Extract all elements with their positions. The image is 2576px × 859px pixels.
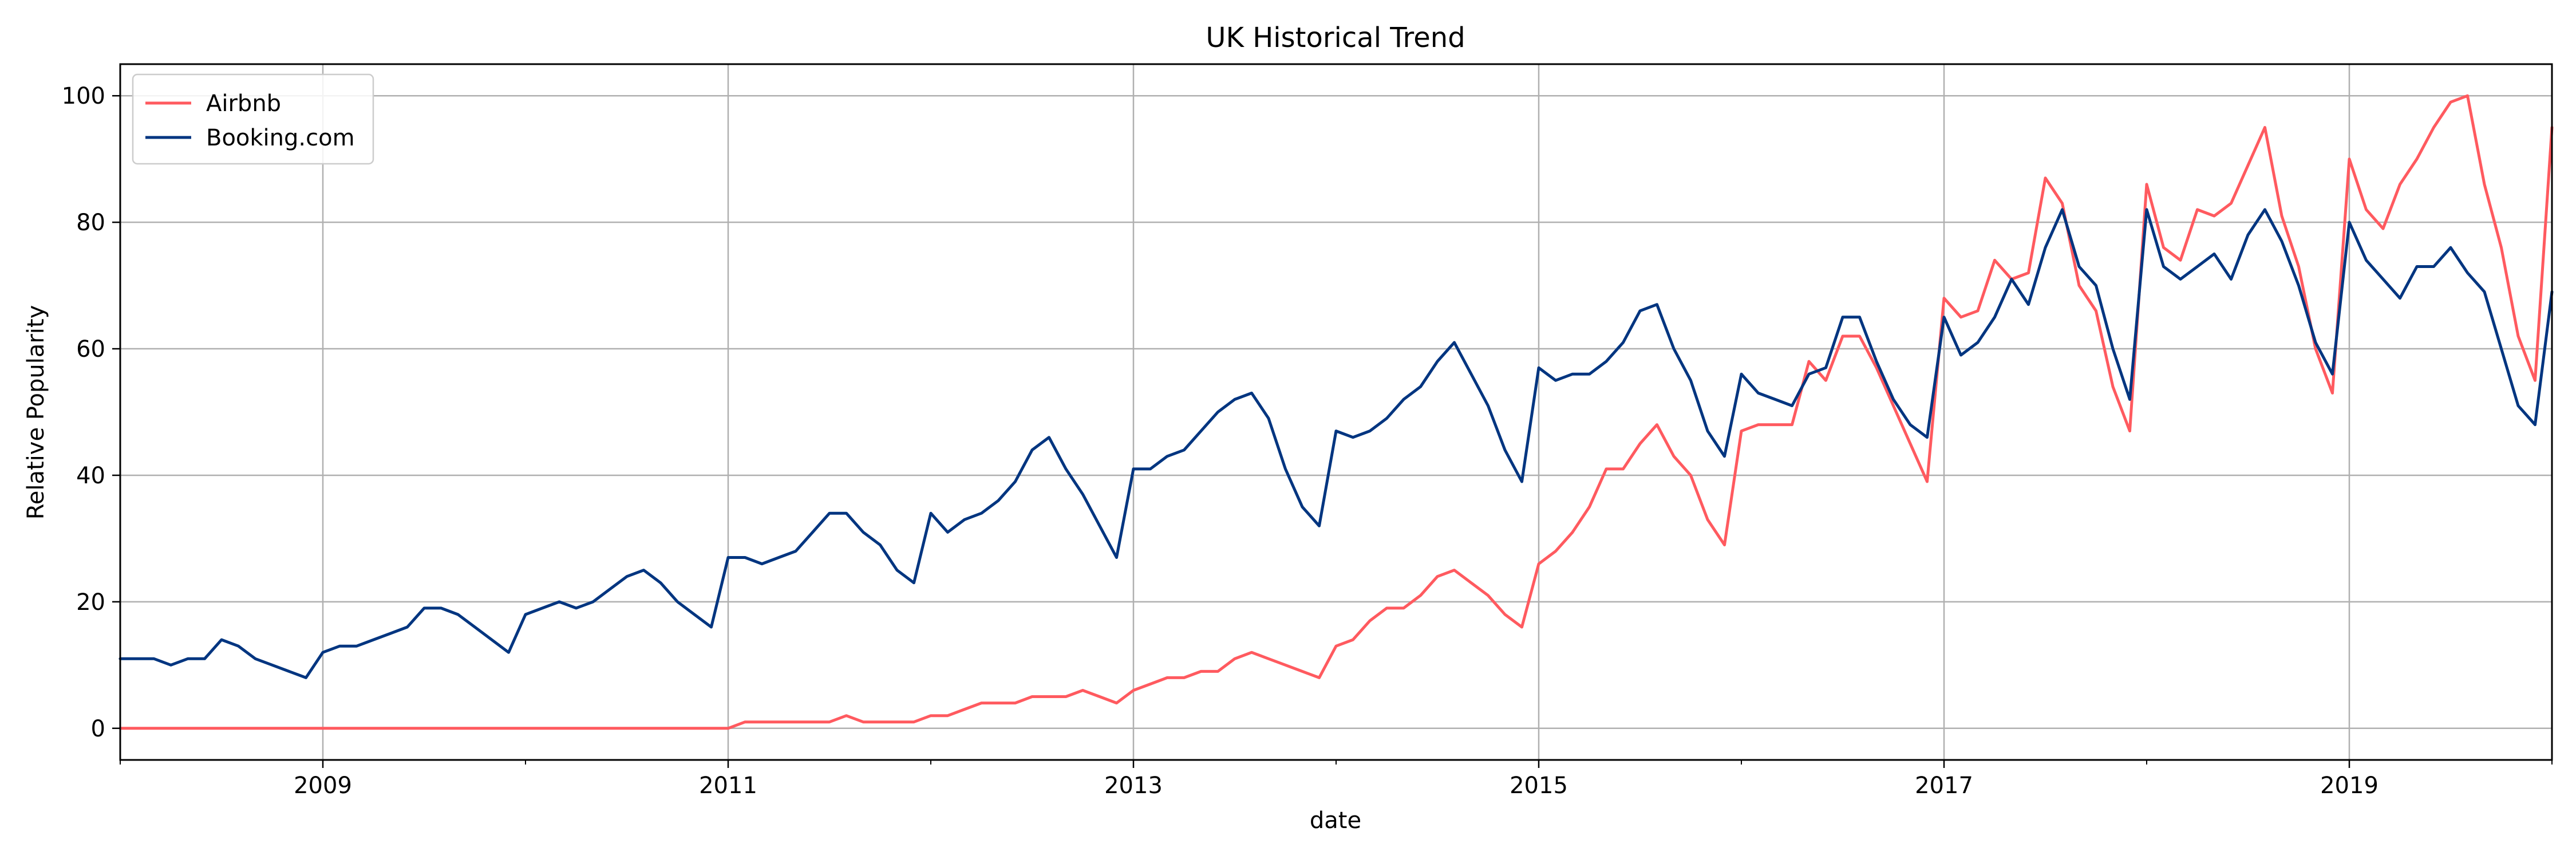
x-tick-label: 2009: [294, 773, 352, 799]
grid-lines: [120, 64, 2552, 760]
x-tick-label: 2011: [699, 773, 757, 799]
legend: Airbnb Booking.com: [132, 73, 374, 165]
x-tick-label: 2013: [1104, 773, 1163, 799]
y-tick-label: 100: [62, 83, 105, 109]
series-lines: [118, 94, 2554, 730]
y-tick-label: 0: [91, 716, 105, 742]
x-tick-label: 2019: [2320, 773, 2379, 799]
y-tick-label: 40: [76, 463, 105, 489]
y-tick-label: 80: [76, 210, 105, 236]
chart-title: UK Historical Trend: [1206, 22, 1465, 54]
legend-label: Booking.com: [206, 125, 355, 151]
y-axis-label: Relative Popularity: [23, 305, 49, 519]
x-tick-label: 2015: [1510, 773, 1568, 799]
plot-frame: [119, 63, 2553, 761]
y-tick-label: 20: [76, 589, 105, 616]
series-line-airbnb: [118, 94, 2554, 730]
series-line-booking-com: [118, 208, 2554, 679]
x-axis-label: date: [1310, 807, 1361, 834]
legend-box: [132, 73, 374, 165]
y-tick-label: 60: [76, 336, 105, 362]
x-tick-label: 2017: [1915, 773, 1973, 799]
x-axis-ticks: 2009 2011 2013 2015 2017 2019: [120, 760, 2553, 799]
y-axis-ticks: 0 20 40 60 80 100: [62, 83, 120, 742]
legend-label: Airbnb: [206, 90, 281, 117]
